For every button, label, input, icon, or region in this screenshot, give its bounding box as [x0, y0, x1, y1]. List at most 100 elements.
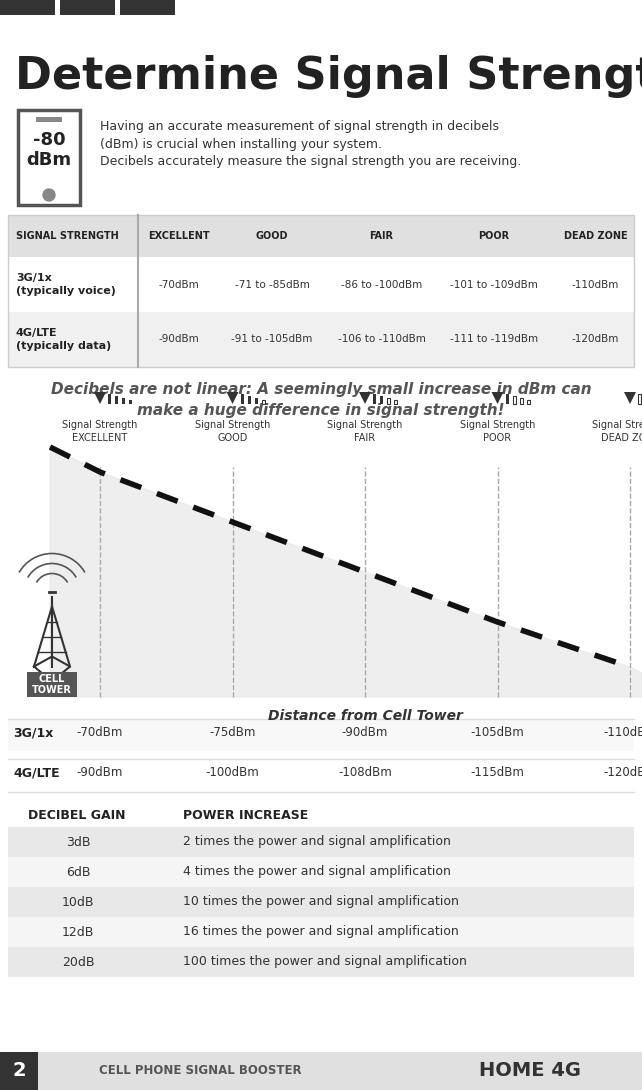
Text: -105dBm: -105dBm [471, 727, 525, 739]
Polygon shape [94, 392, 106, 404]
Bar [8, 857, 634, 887]
Text: FAIR: FAIR [370, 231, 394, 241]
Text: 4G/LTE
(typically data): 4G/LTE (typically data) [16, 328, 111, 351]
Polygon shape [227, 392, 238, 404]
Text: Signal Strength
GOOD: Signal Strength GOOD [195, 420, 270, 444]
Text: -86 to -100dBm: -86 to -100dBm [341, 279, 422, 290]
Text: Signal Strength
POOR: Signal Strength POOR [460, 420, 535, 444]
Text: HOME 4G: HOME 4G [479, 1062, 581, 1080]
Bar [18, 110, 80, 205]
Bar [241, 393, 243, 404]
Text: -70dBm: -70dBm [159, 279, 200, 290]
Text: -108dBm: -108dBm [338, 766, 392, 779]
Polygon shape [624, 392, 636, 404]
Text: -120dBm: -120dBm [603, 766, 642, 779]
Bar [8, 215, 634, 257]
Bar [519, 398, 523, 404]
Text: -71 to -85dBm: -71 to -85dBm [234, 279, 309, 290]
Bar [8, 827, 634, 857]
Polygon shape [492, 392, 503, 404]
Bar [129, 400, 132, 404]
Bar [0, 1052, 38, 1090]
Text: POWER INCREASE: POWER INCREASE [183, 809, 308, 822]
Bar [505, 393, 508, 404]
Text: 100 times the power and signal amplification: 100 times the power and signal amplifica… [183, 956, 467, 969]
Text: GOOD: GOOD [256, 231, 288, 241]
Text: 3G/1x: 3G/1x [13, 727, 53, 739]
Bar [23, 128, 75, 187]
Bar [8, 947, 634, 977]
Polygon shape [50, 447, 642, 697]
Bar [8, 215, 634, 367]
Text: -111 to -119dBm: -111 to -119dBm [450, 335, 538, 344]
Bar [8, 257, 634, 312]
Text: -91 to -105dBm: -91 to -105dBm [231, 335, 313, 344]
Text: -110dBm: -110dBm [572, 279, 619, 290]
Text: -120dBm: -120dBm [572, 335, 619, 344]
Bar [0, 0, 55, 15]
Text: CELL PHONE SIGNAL BOOSTER: CELL PHONE SIGNAL BOOSTER [99, 1065, 301, 1078]
Bar [8, 759, 634, 791]
Bar [8, 917, 634, 947]
Text: 12dB: 12dB [62, 925, 94, 938]
Text: Determine Signal Strength: Determine Signal Strength [15, 54, 642, 98]
Bar [115, 396, 118, 404]
Text: Signal Strength
FAIR: Signal Strength FAIR [327, 420, 403, 444]
Bar [512, 396, 516, 404]
Bar [120, 0, 175, 15]
Bar [0, 1052, 642, 1090]
Text: EXCELLENT: EXCELLENT [148, 231, 210, 241]
Text: SIGNAL STRENGTH: SIGNAL STRENGTH [16, 231, 119, 241]
Text: 10dB: 10dB [62, 896, 94, 908]
Text: Decibels are not linear: A seemingly small increase in dBm can
make a huge diffe: Decibels are not linear: A seemingly sma… [51, 382, 591, 417]
Bar [36, 117, 62, 122]
Bar [526, 400, 530, 404]
Text: 3G/1x
(typically voice): 3G/1x (typically voice) [16, 274, 116, 295]
Text: 16 times the power and signal amplification: 16 times the power and signal amplificat… [183, 925, 459, 938]
Text: DECIBEL GAIN: DECIBEL GAIN [28, 809, 125, 822]
Bar [387, 398, 390, 404]
Bar [261, 400, 265, 404]
Bar [8, 719, 634, 751]
Text: DEAD ZONE: DEAD ZONE [564, 231, 627, 241]
Text: -70dBm: -70dBm [77, 727, 123, 739]
Text: 2 times the power and signal amplification: 2 times the power and signal amplificati… [183, 836, 451, 848]
Text: -90dBm: -90dBm [342, 727, 388, 739]
Bar [8, 312, 634, 367]
Bar [254, 398, 257, 404]
Text: 6dB: 6dB [65, 865, 91, 879]
Bar [248, 396, 250, 404]
Text: POOR: POOR [478, 231, 510, 241]
Text: Having an accurate measurement of signal strength in decibels
(dBm) is crucial w: Having an accurate measurement of signal… [100, 120, 499, 152]
Text: -101 to -109dBm: -101 to -109dBm [450, 279, 538, 290]
Text: -100dBm: -100dBm [205, 766, 259, 779]
Bar [27, 671, 77, 697]
Polygon shape [359, 392, 371, 404]
Text: -115dBm: -115dBm [471, 766, 525, 779]
Text: -75dBm: -75dBm [209, 727, 256, 739]
Text: CELL
TOWER: CELL TOWER [32, 674, 72, 695]
Bar [380, 396, 383, 404]
Text: -80
dBm: -80 dBm [26, 131, 71, 169]
Bar [60, 0, 115, 15]
Text: 20dB: 20dB [62, 956, 94, 969]
Text: 3dB: 3dB [65, 836, 91, 848]
Bar [638, 393, 641, 404]
Bar [373, 393, 376, 404]
Text: -90dBm: -90dBm [77, 766, 123, 779]
Text: 4 times the power and signal amplification: 4 times the power and signal amplificati… [183, 865, 451, 879]
Bar [122, 398, 125, 404]
Text: Signal Strength
EXCELLENT: Signal Strength EXCELLENT [62, 420, 137, 444]
Bar [108, 393, 111, 404]
Text: 2: 2 [12, 1062, 26, 1080]
Bar [394, 400, 397, 404]
Text: 10 times the power and signal amplification: 10 times the power and signal amplificat… [183, 896, 459, 908]
Text: -106 to -110dBm: -106 to -110dBm [338, 335, 426, 344]
Circle shape [43, 189, 55, 201]
Text: -110dBm: -110dBm [603, 727, 642, 739]
Text: Signal Strength
DEAD ZONE: Signal Strength DEAD ZONE [593, 420, 642, 444]
Text: Distance from Cell Tower: Distance from Cell Tower [268, 708, 462, 723]
Bar [8, 887, 634, 917]
Text: 4G/LTE: 4G/LTE [13, 766, 60, 779]
Text: -90dBm: -90dBm [159, 335, 200, 344]
